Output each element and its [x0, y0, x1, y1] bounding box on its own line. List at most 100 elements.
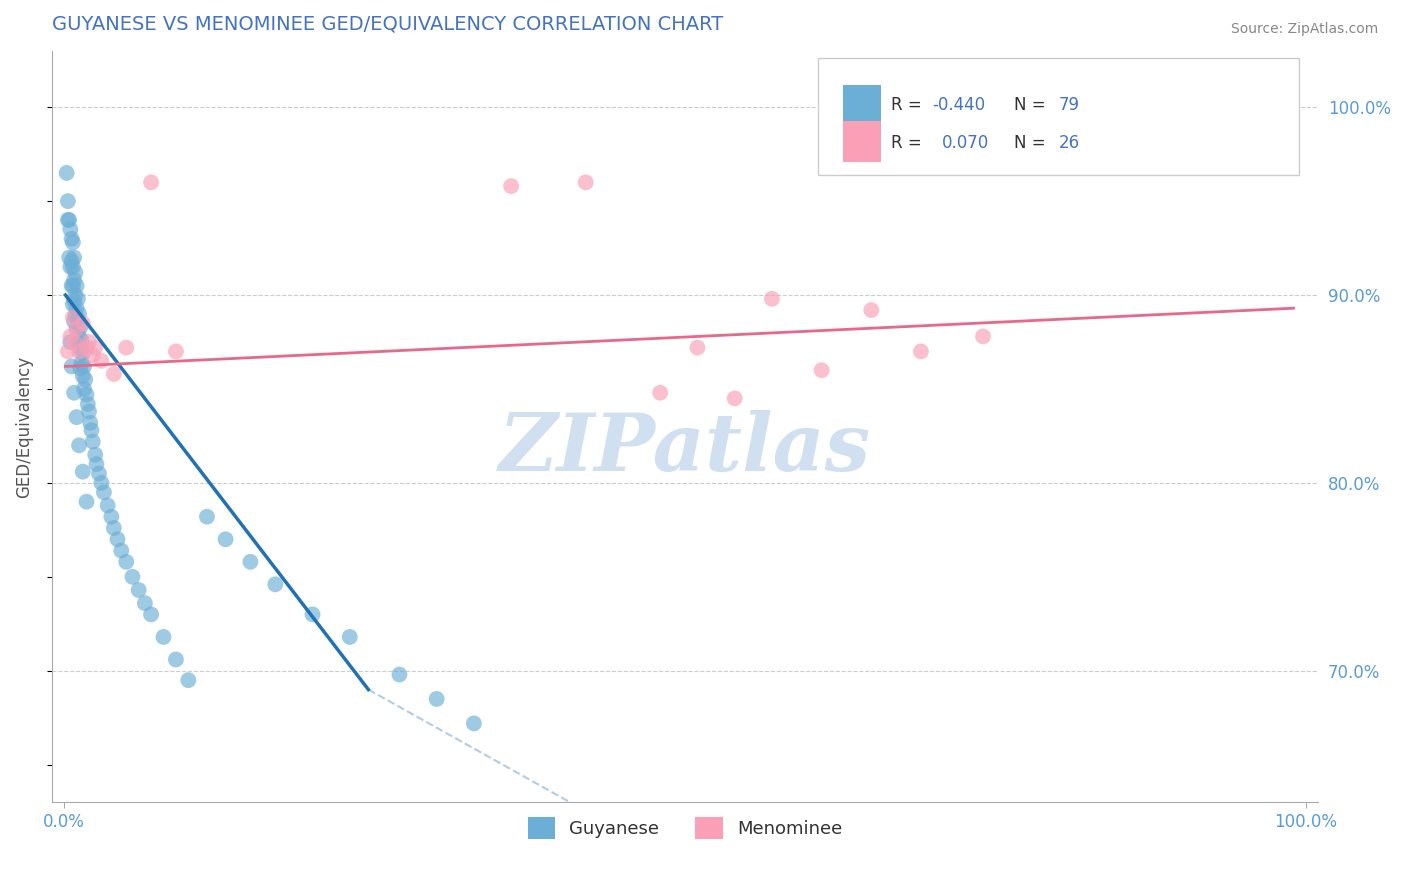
Point	[58, 251, 80, 265]
Text: R =: R =	[891, 134, 932, 152]
Point	[60, 278, 83, 293]
Point	[264, 577, 287, 591]
Point	[103, 367, 125, 381]
Point	[501, 179, 523, 194]
Point	[72, 368, 94, 383]
Point	[463, 716, 485, 731]
Point	[82, 434, 104, 449]
Point	[910, 344, 932, 359]
Point	[73, 359, 96, 374]
Point	[66, 334, 89, 349]
Point	[388, 667, 411, 681]
Point	[65, 266, 87, 280]
Point	[62, 278, 84, 293]
Point	[63, 314, 86, 328]
Point	[165, 652, 187, 666]
Point	[63, 273, 86, 287]
Point	[86, 457, 108, 471]
Point	[59, 222, 82, 236]
Text: ZIPatlas: ZIPatlas	[499, 410, 872, 488]
Point	[62, 310, 84, 325]
Point	[75, 373, 97, 387]
Y-axis label: GED/Equivalency: GED/Equivalency	[15, 356, 32, 498]
Point	[426, 692, 449, 706]
FancyBboxPatch shape	[818, 58, 1299, 175]
Point	[63, 385, 86, 400]
Point	[69, 341, 91, 355]
Point	[860, 303, 883, 318]
Point	[139, 175, 162, 189]
Point	[67, 438, 90, 452]
Point	[76, 494, 98, 508]
Point	[76, 387, 98, 401]
Bar	[844, 120, 882, 162]
Point	[60, 232, 83, 246]
Point	[67, 329, 90, 343]
Point	[103, 521, 125, 535]
Point	[195, 509, 218, 524]
Point	[107, 533, 129, 547]
Text: 0.070: 0.070	[942, 134, 990, 152]
Point	[90, 353, 112, 368]
Point	[60, 254, 83, 268]
Point	[80, 423, 103, 437]
Point	[65, 322, 87, 336]
Point	[82, 348, 104, 362]
Point	[67, 344, 90, 359]
Point	[66, 312, 89, 326]
Point	[972, 329, 994, 343]
Point	[76, 341, 98, 355]
Point	[115, 555, 138, 569]
Text: -0.440: -0.440	[932, 96, 986, 114]
Point	[62, 297, 84, 311]
Point	[152, 630, 174, 644]
Point	[63, 293, 86, 308]
Point	[63, 334, 86, 349]
Point	[56, 213, 79, 227]
Point	[100, 509, 122, 524]
Point	[686, 341, 709, 355]
Point	[134, 596, 156, 610]
Point	[76, 397, 98, 411]
Point	[66, 292, 89, 306]
Point	[90, 475, 112, 490]
Point	[139, 607, 162, 622]
Bar	[844, 85, 882, 126]
Point	[165, 344, 187, 359]
Text: 79: 79	[1059, 96, 1080, 114]
Point	[69, 320, 91, 334]
Legend: Guyanese, Menominee: Guyanese, Menominee	[520, 809, 849, 846]
Text: R =: R =	[891, 96, 928, 114]
Point	[65, 410, 87, 425]
Point	[65, 301, 87, 316]
Text: N =: N =	[1014, 134, 1052, 152]
Point	[65, 309, 87, 323]
Point	[575, 175, 598, 189]
Point	[239, 555, 262, 569]
Point	[301, 607, 323, 622]
Text: 26: 26	[1059, 134, 1080, 152]
Point	[339, 630, 361, 644]
Point	[72, 346, 94, 360]
Point	[79, 416, 101, 430]
Point	[56, 344, 79, 359]
Point	[128, 582, 150, 597]
Point	[115, 341, 138, 355]
Point	[77, 334, 100, 349]
Point	[214, 533, 236, 547]
Point	[77, 404, 100, 418]
Point	[65, 278, 87, 293]
Point	[84, 448, 107, 462]
Point	[62, 235, 84, 250]
Point	[724, 392, 747, 406]
Point	[73, 382, 96, 396]
Point	[67, 307, 90, 321]
Point	[70, 333, 93, 347]
Point	[58, 213, 80, 227]
Point	[72, 316, 94, 330]
Point	[97, 499, 120, 513]
Point	[121, 570, 143, 584]
Point	[56, 194, 79, 208]
Text: Source: ZipAtlas.com: Source: ZipAtlas.com	[1230, 22, 1378, 37]
Point	[810, 363, 832, 377]
